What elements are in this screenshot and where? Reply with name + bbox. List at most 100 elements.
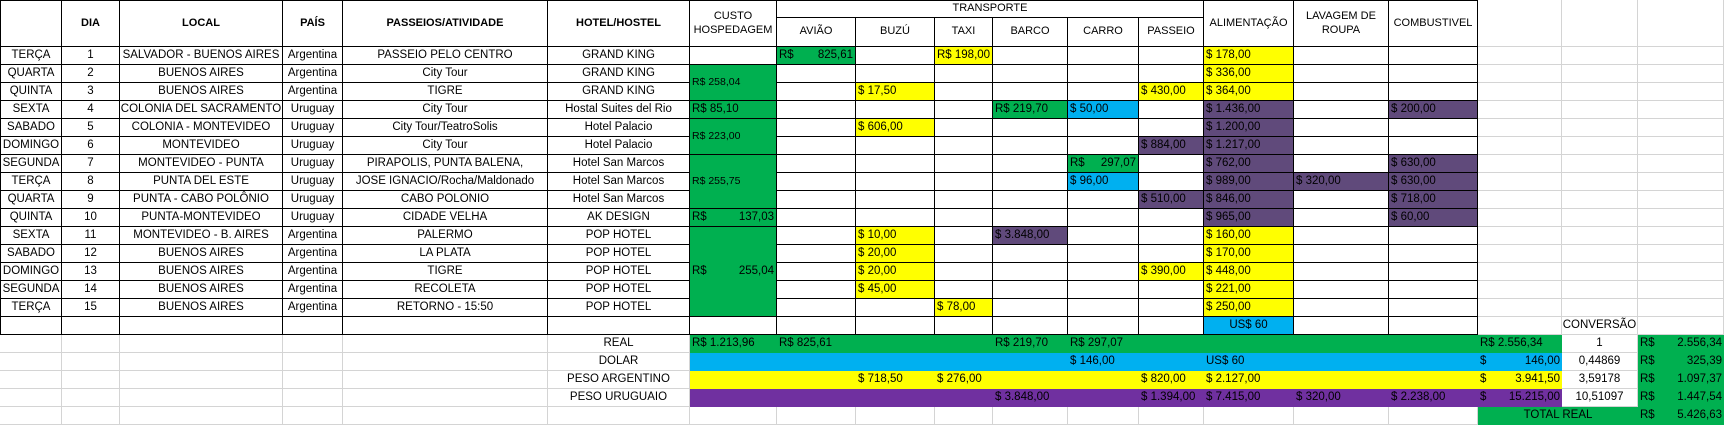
- header-local[interactable]: LOCAL: [120, 0, 283, 47]
- summary-peso_ar-converted[interactable]: R$ 1.097,37: [1638, 371, 1724, 389]
- cell-lavagem[interactable]: [1294, 137, 1389, 155]
- grid-cell[interactable]: [856, 407, 935, 425]
- grid-cell[interactable]: [1562, 101, 1638, 119]
- cell-weekday[interactable]: TERÇA: [0, 299, 62, 317]
- summary-peso_ar-cell[interactable]: [777, 371, 856, 389]
- cell-passeio-atividade[interactable]: City Tour: [343, 65, 548, 83]
- summary-dolar-cell[interactable]: [993, 353, 1068, 371]
- cell-passeio[interactable]: $ 430,00: [1139, 83, 1204, 101]
- grid-cell[interactable]: [1478, 0, 1562, 47]
- cell-local[interactable]: BUENOS AIRES: [120, 263, 283, 281]
- cell-buzu[interactable]: [856, 65, 935, 83]
- cell-hotel[interactable]: Hotel Palacio: [548, 137, 690, 155]
- cell-taxi[interactable]: [935, 65, 993, 83]
- cell-local[interactable]: SALVADOR - BUENOS AIRES: [120, 47, 283, 65]
- grid-cell[interactable]: [1638, 47, 1724, 65]
- header-alimentacao[interactable]: ALIMENTAÇÃO: [1204, 0, 1294, 47]
- summary-label-real[interactable]: REAL: [548, 335, 690, 353]
- cell-buzu[interactable]: $ 20,00: [856, 245, 935, 263]
- cell-passeio[interactable]: [1139, 173, 1204, 191]
- cell-passeio[interactable]: [1139, 47, 1204, 65]
- cell-weekday[interactable]: SEXTA: [0, 101, 62, 119]
- summary-dolar-cell[interactable]: [690, 353, 777, 371]
- conversao-header[interactable]: CONVERSÃO: [1562, 317, 1638, 335]
- grid-cell[interactable]: [1562, 47, 1638, 65]
- summary-peso_uy-lavagem[interactable]: $ 320,00: [1294, 389, 1389, 407]
- cell-passeio-atividade[interactable]: TIGRE: [343, 263, 548, 281]
- cell-aviao[interactable]: R$ 825,61: [777, 47, 856, 65]
- cell-passeio-atividade[interactable]: City Tour: [343, 137, 548, 155]
- cell-barco[interactable]: R$ 219,70: [993, 101, 1068, 119]
- grid-cell[interactable]: [1562, 209, 1638, 227]
- cell-combustivel[interactable]: [1389, 119, 1478, 137]
- grid-cell[interactable]: [1478, 209, 1562, 227]
- grid-cell[interactable]: [777, 317, 856, 335]
- cell-alimentacao[interactable]: $ 221,00: [1204, 281, 1294, 299]
- cell-hotel[interactable]: GRAND KING: [548, 83, 690, 101]
- grid-cell[interactable]: [62, 317, 120, 335]
- header-dia[interactable]: DIA: [62, 0, 120, 47]
- header-transporte[interactable]: TRANSPORTE: [777, 0, 1204, 18]
- summary-dolar-cell[interactable]: [1139, 353, 1204, 371]
- grid-cell[interactable]: [1562, 137, 1638, 155]
- cell-barco[interactable]: $ 3.848,00: [993, 227, 1068, 245]
- cell-passeio[interactable]: $ 390,00: [1139, 263, 1204, 281]
- grid-cell[interactable]: [993, 407, 1068, 425]
- grid-cell[interactable]: [1478, 227, 1562, 245]
- grid-cell[interactable]: [343, 389, 548, 407]
- summary-peso_uy-cell[interactable]: [777, 389, 856, 407]
- grid-cell[interactable]: [283, 407, 343, 425]
- cell-buzu[interactable]: [856, 191, 935, 209]
- cell-barco[interactable]: [993, 281, 1068, 299]
- grid-cell[interactable]: [0, 335, 62, 353]
- cell-passeio[interactable]: [1139, 245, 1204, 263]
- cell-passeio-atividade[interactable]: City Tour: [343, 101, 548, 119]
- summary-label-dolar[interactable]: DOLAR: [548, 353, 690, 371]
- cell-weekday[interactable]: SEXTA: [0, 227, 62, 245]
- cell-aviao[interactable]: [777, 119, 856, 137]
- summary-real-cell[interactable]: [1204, 335, 1294, 353]
- grid-cell[interactable]: [1638, 245, 1724, 263]
- cell-dia[interactable]: 3: [62, 83, 120, 101]
- cell-lavagem[interactable]: [1294, 101, 1389, 119]
- cell-taxi[interactable]: $ 78,00: [935, 299, 993, 317]
- cell-weekday[interactable]: QUARTA: [0, 191, 62, 209]
- grid-cell[interactable]: [1638, 227, 1724, 245]
- cell-combustivel[interactable]: [1389, 137, 1478, 155]
- cell-dia[interactable]: 6: [62, 137, 120, 155]
- header-combustivel[interactable]: COMBUSTIVEL: [1389, 0, 1478, 47]
- header-hotel[interactable]: HOTEL/HOSTEL: [548, 0, 690, 47]
- cell-carro[interactable]: [1068, 65, 1139, 83]
- cell-hotel[interactable]: AK DESIGN: [548, 209, 690, 227]
- cell-carro[interactable]: [1068, 47, 1139, 65]
- grid-cell[interactable]: [343, 335, 548, 353]
- cell-local[interactable]: COLONIA - MONTEVIDEO: [120, 119, 283, 137]
- grid-cell[interactable]: [856, 317, 935, 335]
- cell-pais[interactable]: Argentina: [283, 47, 343, 65]
- cell-custo-merged[interactable]: R$ 255,75: [690, 155, 777, 209]
- cell-lavagem[interactable]: [1294, 263, 1389, 281]
- cell-buzu[interactable]: [856, 47, 935, 65]
- cell-combustivel[interactable]: $ 200,00: [1389, 101, 1478, 119]
- summary-real-cell[interactable]: [1139, 335, 1204, 353]
- grid-cell[interactable]: [62, 353, 120, 371]
- grid-cell[interactable]: [1139, 407, 1204, 425]
- cell-passeio[interactable]: [1139, 227, 1204, 245]
- cell-alimentacao-usd[interactable]: US$ 60: [1204, 317, 1294, 335]
- cell-passeio-atividade[interactable]: JOSE IGNACIO/Rocha/Maldonado: [343, 173, 548, 191]
- cell-aviao[interactable]: [777, 65, 856, 83]
- cell-alimentacao[interactable]: $ 178,00: [1204, 47, 1294, 65]
- grid-cell[interactable]: [1638, 0, 1724, 47]
- cell-combustivel[interactable]: $ 60,00: [1389, 209, 1478, 227]
- cell-lavagem[interactable]: [1294, 191, 1389, 209]
- cell-combustivel[interactable]: [1389, 227, 1478, 245]
- summary-dolar-cell[interactable]: [856, 353, 935, 371]
- summary-peso_ar-taxi[interactable]: $ 276,00: [935, 371, 993, 389]
- cell-hotel[interactable]: GRAND KING: [548, 65, 690, 83]
- grid-cell[interactable]: [1638, 191, 1724, 209]
- grid-cell[interactable]: [1478, 173, 1562, 191]
- header-passeios[interactable]: PASSEIOS/ATIVIDADE: [343, 0, 548, 47]
- cell-hotel[interactable]: POP HOTEL: [548, 299, 690, 317]
- cell-dia[interactable]: 9: [62, 191, 120, 209]
- cell-taxi[interactable]: [935, 209, 993, 227]
